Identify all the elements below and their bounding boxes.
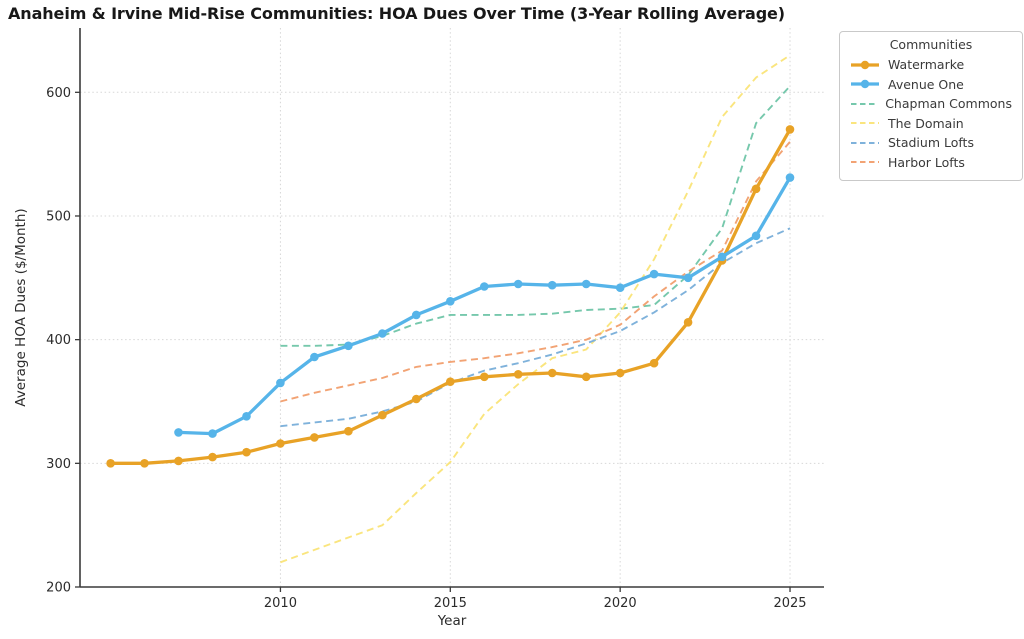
legend-line-sample-the-domain — [851, 122, 879, 125]
y-tick-label: 500 — [46, 209, 71, 224]
legend-line-sample-stadium-lofts — [851, 141, 879, 144]
legend-label: Avenue One — [888, 76, 964, 92]
data-point — [547, 368, 557, 378]
legend-item-the-domain: The Domain — [850, 114, 1012, 134]
data-point — [242, 447, 251, 457]
data-point — [683, 318, 693, 327]
data-point — [480, 372, 489, 382]
data-point — [276, 439, 285, 448]
data-point — [649, 358, 659, 368]
legend-item-harbor-lofts: Harbor Lofts — [850, 153, 1012, 173]
data-point — [276, 378, 285, 388]
legend-items: Watermarke Avenue One Chapman Commons The D… — [850, 55, 1012, 172]
legend-title: Communities — [889, 37, 973, 52]
data-point — [378, 329, 387, 338]
data-point — [378, 410, 387, 420]
data-point — [615, 368, 625, 378]
legend-item-chapman-commons: Chapman Commons — [850, 94, 1012, 114]
data-point — [751, 231, 761, 241]
data-point — [310, 352, 319, 362]
y-axis-label: Average HOA Dues ($/Month) — [13, 208, 29, 406]
data-point — [649, 269, 659, 279]
x-axis-label: Year — [437, 613, 467, 629]
legend-line-sample-harbor-lofts — [851, 161, 879, 164]
data-point — [344, 341, 353, 351]
y-tick-label: 300 — [46, 457, 71, 472]
data-point — [310, 433, 319, 442]
legend-line-sample-chapman-commons — [851, 102, 878, 105]
x-tick-label: 2010 — [264, 596, 297, 611]
data-point — [446, 377, 455, 387]
data-point — [344, 426, 353, 436]
x-tick-label: 2015 — [434, 596, 467, 611]
data-point — [412, 310, 421, 320]
series-line-harbor-lofts — [280, 141, 791, 403]
y-tick-label: 600 — [46, 86, 71, 101]
data-point — [513, 370, 523, 379]
data-point — [717, 252, 727, 262]
series-markers-avenue-one — [174, 173, 795, 438]
legend-line-sample-avenue-one — [851, 80, 879, 89]
data-point — [513, 279, 523, 289]
data-point — [208, 452, 217, 462]
y-tick-label: 400 — [46, 333, 71, 348]
data-point — [615, 283, 625, 293]
data-point — [412, 394, 421, 404]
data-point — [785, 125, 795, 134]
legend-label: The Domain — [888, 115, 964, 131]
legend-label: Chapman Commons — [885, 96, 1012, 112]
legend-item-avenue-one: Avenue One — [850, 75, 1012, 95]
data-point — [140, 459, 149, 468]
series-line-stadium-lofts — [280, 227, 791, 428]
series-line-watermarke — [110, 128, 792, 465]
data-point — [174, 456, 183, 466]
data-point — [751, 184, 761, 194]
x-tick-label: 2025 — [773, 596, 806, 611]
data-point — [581, 279, 591, 289]
legend-label: Harbor Lofts — [888, 154, 965, 170]
data-point — [480, 282, 489, 291]
legend-line-sample-watermarke — [851, 60, 879, 69]
data-point — [208, 429, 217, 438]
legend-item-stadium-lofts: Stadium Lofts — [850, 133, 1012, 153]
data-point — [547, 280, 557, 290]
legend-item-watermarke: Watermarke — [850, 55, 1012, 75]
series-markers-watermarke — [106, 125, 795, 468]
legend-label: Watermarke — [888, 57, 965, 73]
data-point — [581, 372, 591, 382]
series-line-the-domain — [280, 54, 791, 564]
data-point — [785, 173, 795, 182]
data-point — [683, 273, 693, 283]
data-point — [446, 297, 455, 306]
legend: Communities Watermarke Avenue One Chapman … — [839, 31, 1023, 181]
x-tick-label: 2020 — [604, 596, 637, 611]
data-point — [174, 428, 183, 437]
y-tick-label: 200 — [46, 581, 71, 596]
data-point — [242, 412, 251, 421]
chart-title: Anaheim & Irvine Mid-Rise Communities: H… — [8, 4, 786, 23]
data-point — [106, 459, 115, 468]
legend-label: Stadium Lofts — [888, 135, 974, 151]
